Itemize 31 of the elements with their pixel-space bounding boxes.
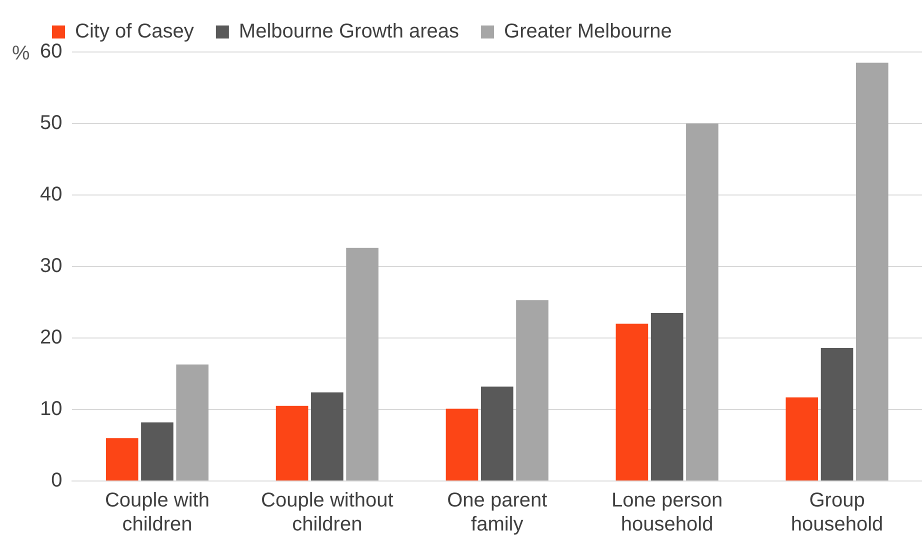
- y-tick-label: 50: [40, 112, 62, 134]
- bar: [480, 386, 514, 480]
- x-tick-label: Lone person household: [611, 490, 723, 536]
- bar: [616, 324, 648, 480]
- bar: [516, 300, 548, 480]
- x-tick-label: One parent family: [447, 490, 548, 536]
- y-axis-title: %: [12, 42, 30, 65]
- y-tick-label: 10: [40, 398, 62, 420]
- bar: [686, 124, 718, 480]
- y-tick-label: 20: [40, 326, 62, 349]
- bar: [650, 312, 684, 480]
- bar: [820, 348, 854, 480]
- bar: [346, 248, 378, 480]
- y-tick-label: 0: [51, 470, 62, 492]
- legend-label: Greater Melbourne: [504, 20, 672, 43]
- bar: [446, 408, 478, 480]
- bar: [176, 364, 208, 480]
- bar: [276, 406, 308, 480]
- bar: [786, 397, 818, 480]
- bar: [141, 422, 174, 480]
- bar: [856, 62, 888, 480]
- bar: [106, 438, 138, 480]
- y-tick-label: 40: [40, 184, 62, 206]
- bar: [311, 392, 344, 480]
- x-tick-label: Couple without children: [261, 490, 394, 536]
- x-tick-label: Couple with children: [104, 490, 210, 536]
- x-tick-label: Group household: [790, 490, 884, 536]
- legend-label: City of Casey: [75, 20, 194, 43]
- y-tick-label: 30: [40, 255, 62, 278]
- legend-label: Melbourne Growth areas: [238, 20, 460, 43]
- y-tick-label: 60: [40, 40, 62, 63]
